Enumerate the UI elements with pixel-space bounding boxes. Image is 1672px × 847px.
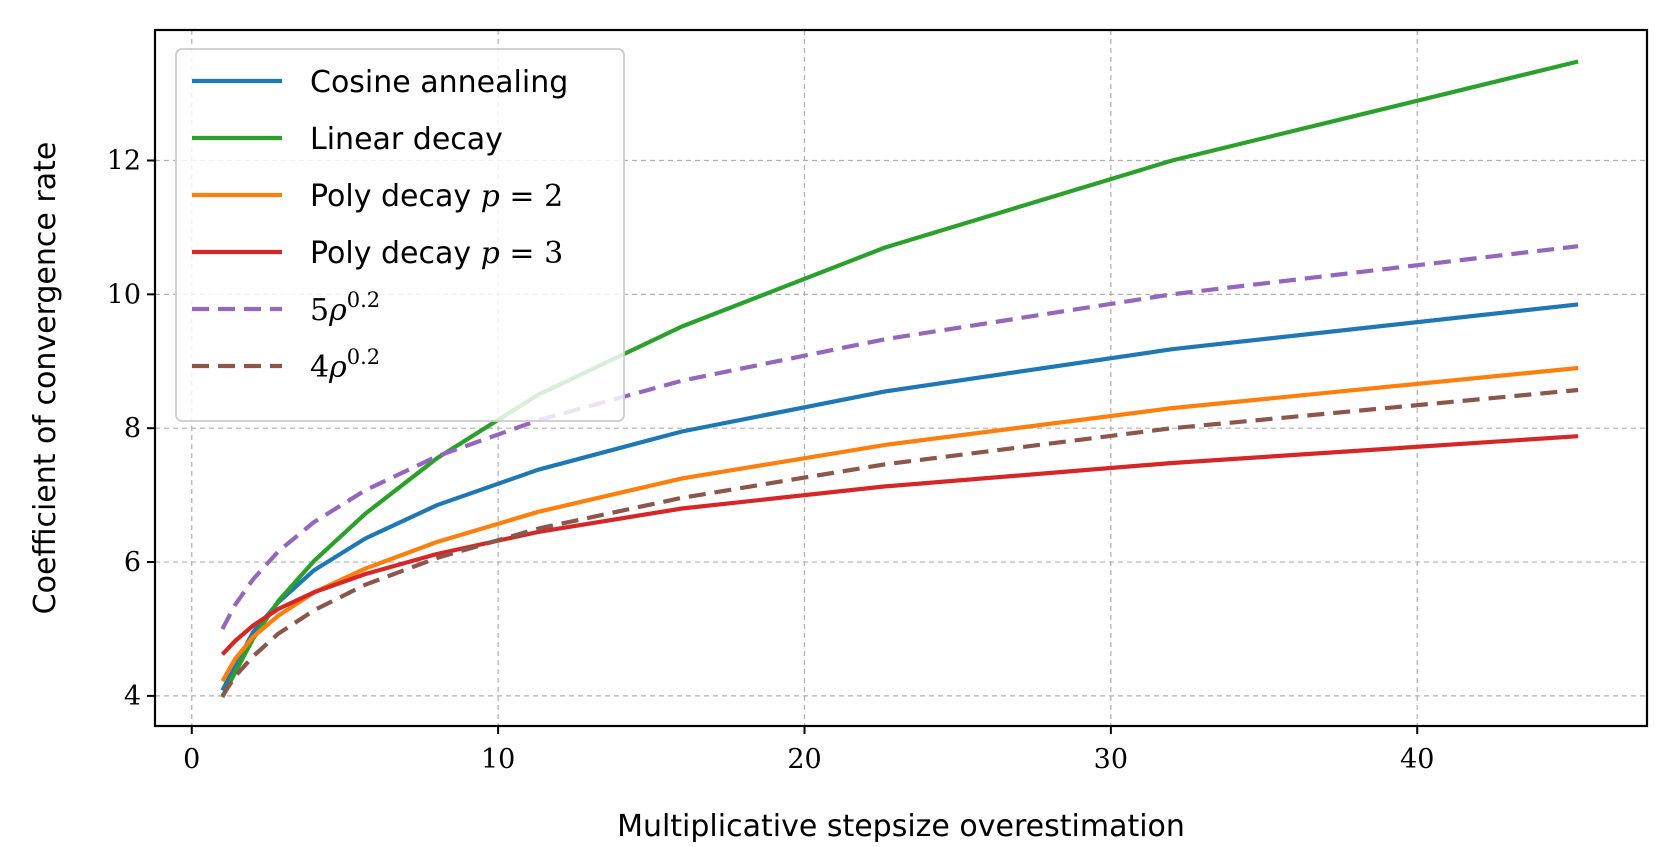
- x-axis-label: Multiplicative stepsize overestimation: [617, 809, 1185, 842]
- y-axis-label: Coefficient of convergence rate: [28, 142, 63, 615]
- x-tick-label: 10: [481, 744, 515, 775]
- x-tick-label: 0: [183, 744, 200, 775]
- legend-label-poly-decay-p-3: Poly decay p = 3: [310, 236, 563, 271]
- legend-label-linear-decay: Linear decay: [310, 122, 503, 157]
- y-tick-label: 12: [107, 146, 141, 177]
- series-line-poly-decay-p-3: [220, 434, 1579, 656]
- y-tick-label: 6: [124, 547, 141, 578]
- y-tick-label: 8: [124, 413, 141, 444]
- legend-box: [175, 48, 625, 422]
- legend-label-4-0-2: 4ρ0.2: [310, 345, 380, 385]
- axis-ticks: 0 10 20 30 40 4 6 8 10 12: [107, 146, 1435, 776]
- legend-label-5-0-2: 5ρ0.2: [310, 288, 380, 328]
- grid-lines: [155, 30, 1647, 726]
- x-tick-label: 20: [787, 744, 821, 775]
- series-line-4-0-2: [220, 387, 1579, 698]
- x-tick-label: 40: [1400, 744, 1434, 775]
- x-tick-label: 30: [1094, 744, 1128, 775]
- y-tick-label: 4: [124, 681, 141, 712]
- legend: Cosine annealing Linear decay Poly decay p…: [175, 48, 625, 422]
- series-lines: [220, 59, 1579, 699]
- y-tick-label: 10: [107, 279, 141, 310]
- series-line-linear-decay: [220, 59, 1579, 699]
- legend-label-poly-decay-p-2: Poly decay p = 2: [310, 179, 563, 214]
- legend-label-cosine-annealing: Cosine annealing: [310, 65, 568, 100]
- series-line-5-0-2: [220, 244, 1579, 630]
- plot-frame: [153, 28, 1649, 728]
- series-line-poly-decay-p-2: [220, 365, 1579, 683]
